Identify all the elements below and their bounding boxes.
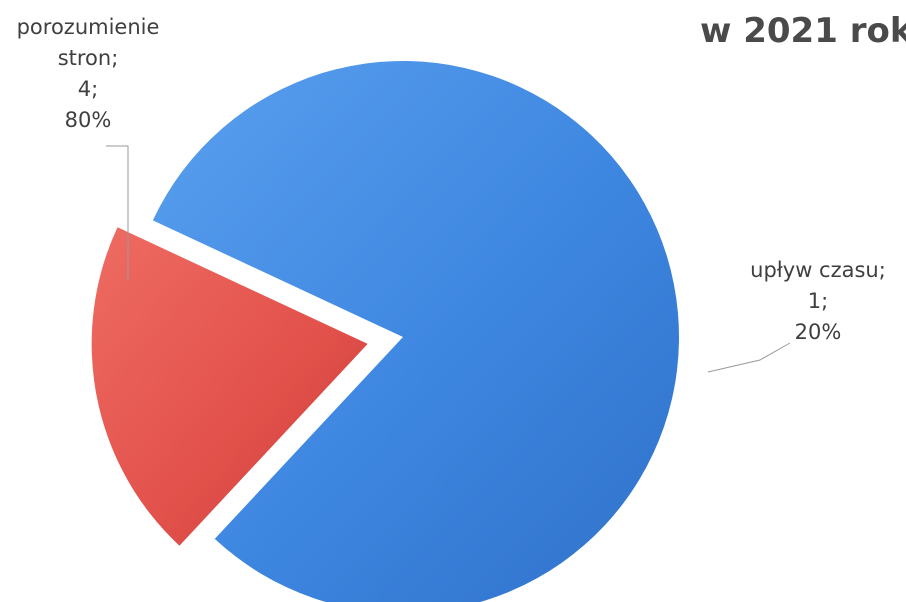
data-label-1-line-4: 80% — [65, 108, 112, 132]
data-label-1-line-3: 4; — [78, 77, 98, 101]
data-label-2-line-2: 1; — [808, 289, 828, 313]
chart-title: w 2021 roku — [700, 11, 906, 51]
data-label-1-line-1: porozumienie — [17, 15, 160, 39]
pie-slice-2 — [91, 227, 368, 546]
data-label-1-line-2: stron; — [58, 46, 119, 70]
pie-slice-1 — [152, 61, 679, 602]
data-label-2-line-1: upływ czasu; — [750, 258, 886, 282]
leader-line-2 — [707, 342, 791, 373]
data-label-2-line-3: 20% — [795, 320, 842, 344]
leader-line-1 — [106, 145, 129, 280]
